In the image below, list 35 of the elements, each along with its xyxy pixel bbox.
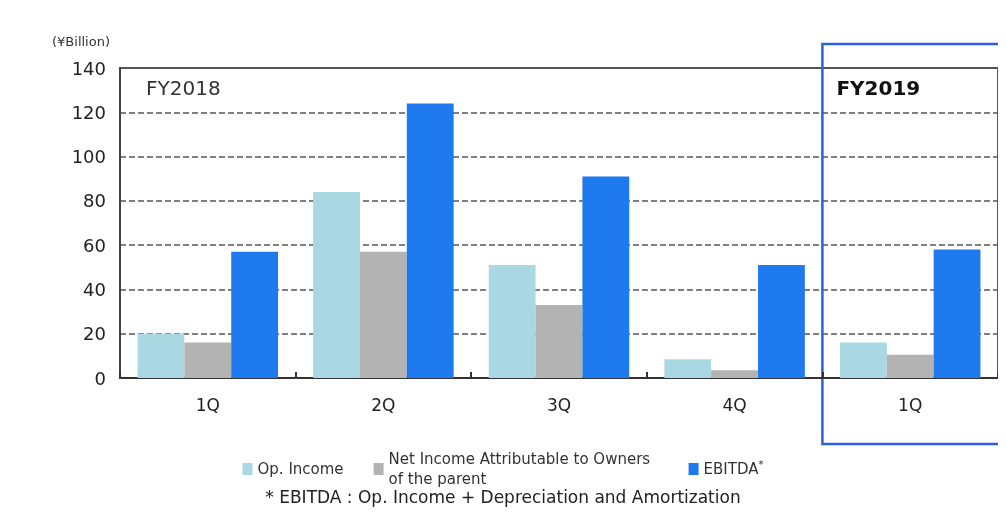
x-tick-label: 1Q [898, 394, 923, 415]
bar [839, 342, 887, 378]
bar [664, 359, 712, 378]
x-tick-label: 2Q [371, 394, 396, 415]
bar [933, 249, 981, 378]
text: * EBITDA : Op. Income + Depreciation and Amortization [265, 486, 741, 507]
y-tick-label: 60 [83, 234, 106, 256]
legend-label: EBITDA* [703, 458, 764, 478]
bar [535, 304, 583, 378]
annotation: FY2019 [836, 76, 921, 100]
legend-label: Op. Income [257, 460, 344, 478]
y-tick-label: 0 [94, 367, 106, 389]
bar [359, 251, 407, 378]
legend-label: Net Income Attributable to Owners of the parent [388, 450, 655, 488]
bar [488, 265, 536, 378]
y-axis-title: (¥Billion) [52, 34, 110, 49]
bar [313, 192, 360, 378]
y-tick-label: 120 [71, 101, 106, 123]
bar [582, 176, 630, 378]
bar [137, 333, 185, 378]
annotation: FY2018 [146, 76, 221, 100]
y-tick-label: 40 [83, 278, 106, 300]
y-tick-label: 80 [83, 190, 106, 212]
x-tick-label: 4Q [722, 394, 747, 415]
bar [406, 103, 454, 378]
x-tick-label: 1Q [195, 394, 220, 415]
x-tick-label: 3Q [546, 394, 572, 415]
bar [758, 265, 805, 378]
y-tick-label: 20 [83, 323, 106, 345]
y-tick-label: 140 [71, 57, 106, 79]
bar [886, 354, 934, 378]
y-tick-label: 100 [71, 146, 106, 168]
bar [184, 342, 232, 378]
bar [711, 370, 759, 378]
bar [231, 251, 279, 378]
